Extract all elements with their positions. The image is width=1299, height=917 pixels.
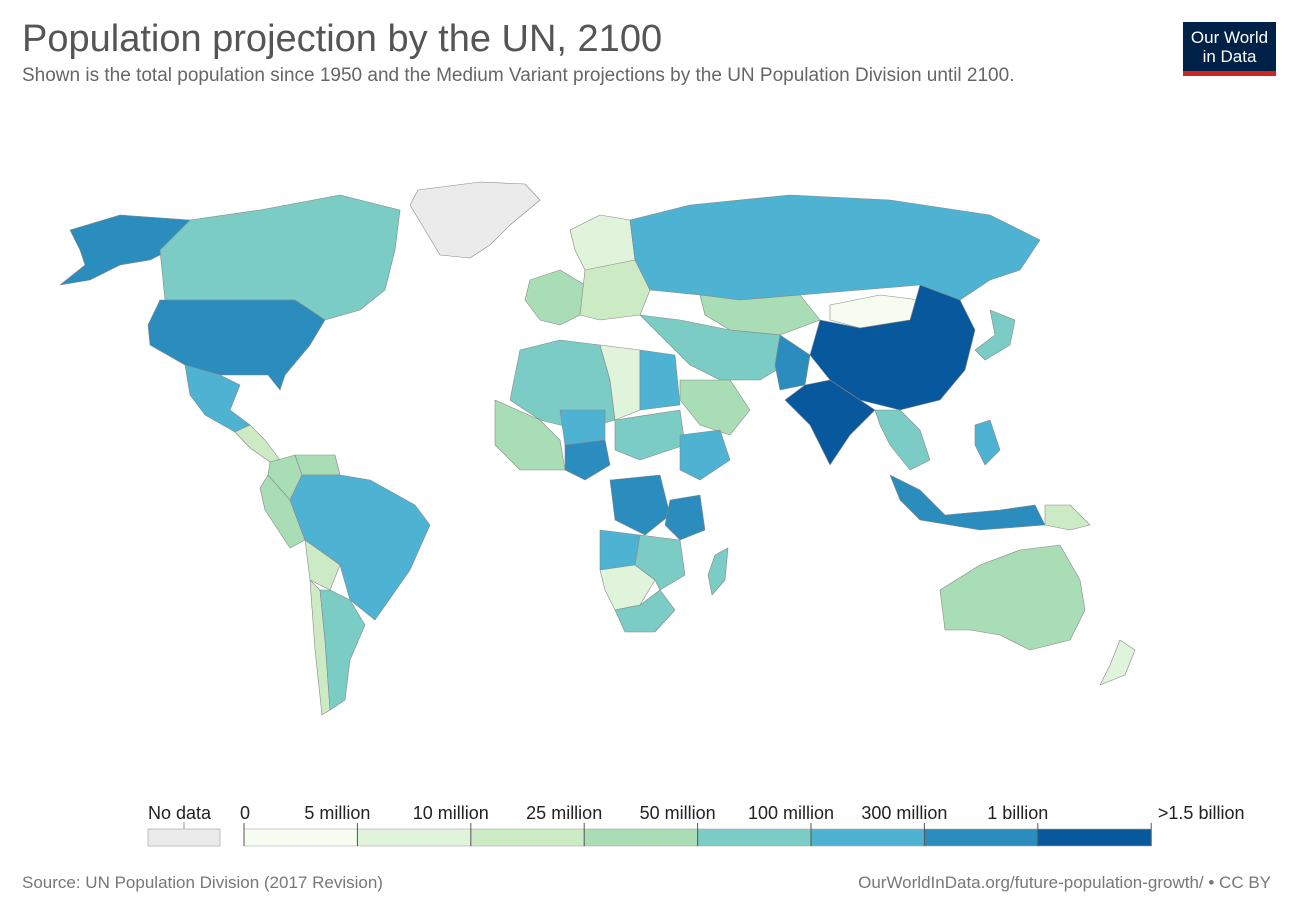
region-indonesia[interactable] bbox=[889, 474, 1046, 531]
logo-line-2: in Data bbox=[1202, 47, 1257, 66]
region-india[interactable] bbox=[784, 379, 876, 466]
region-angola[interactable] bbox=[599, 529, 641, 571]
world-map bbox=[59, 181, 1136, 716]
legend-tick-label: 100 million bbox=[748, 803, 834, 823]
legend-bins bbox=[243, 828, 1152, 847]
region-argentina[interactable] bbox=[319, 589, 366, 711]
source-note: Source: UN Population Division (2017 Rev… bbox=[22, 873, 383, 892]
legend-no-data-label: No data bbox=[148, 803, 212, 823]
logo-line-1: Our World bbox=[1190, 28, 1269, 47]
legend-no-data-swatch bbox=[147, 828, 221, 847]
region-venezuela[interactable] bbox=[294, 454, 341, 476]
chart-subtitle: Shown is the total population since 1950… bbox=[22, 65, 1015, 86]
legend-tick-label: 5 million bbox=[304, 803, 370, 823]
legend-tick-label: 10 million bbox=[413, 803, 489, 823]
region-central-america[interactable] bbox=[234, 424, 281, 463]
region-ethiopia[interactable] bbox=[679, 429, 731, 481]
region-southeast-asia[interactable] bbox=[874, 409, 931, 471]
region-dr-congo[interactable] bbox=[609, 474, 671, 536]
legend-bin[interactable] bbox=[810, 828, 925, 847]
region-greenland[interactable] bbox=[409, 181, 541, 259]
legend-tick-label: 300 million bbox=[861, 803, 947, 823]
region-united-states[interactable] bbox=[147, 299, 326, 391]
region-sudan[interactable] bbox=[614, 409, 686, 461]
legend-bin[interactable] bbox=[697, 828, 812, 847]
legend-tick-label: >1.5 billion bbox=[1158, 803, 1245, 823]
legend-bin[interactable] bbox=[1037, 828, 1152, 847]
region-tanzania[interactable] bbox=[664, 494, 706, 541]
region-brazil[interactable] bbox=[289, 474, 431, 621]
region-middle-east[interactable] bbox=[639, 314, 786, 381]
region-australia[interactable] bbox=[939, 544, 1086, 651]
region-southern-africa[interactable] bbox=[614, 534, 686, 633]
region-alaska[interactable] bbox=[59, 214, 191, 286]
region-western-europe[interactable] bbox=[524, 269, 586, 326]
region-madagascar[interactable] bbox=[707, 547, 729, 596]
region-pakistan[interactable] bbox=[774, 334, 811, 391]
legend-tick-label: 25 million bbox=[526, 803, 602, 823]
region-kazakhstan[interactable] bbox=[699, 294, 821, 336]
region-nigeria[interactable] bbox=[564, 439, 611, 481]
source-url-link[interactable]: OurWorldInData.org/future-population-gro… bbox=[858, 873, 1271, 892]
region-philippines[interactable] bbox=[974, 419, 1001, 466]
region-russia[interactable] bbox=[629, 194, 1041, 301]
legend-tick-label: 50 million bbox=[640, 803, 716, 823]
region-new-zealand[interactable] bbox=[1099, 639, 1136, 686]
legend-bin[interactable] bbox=[357, 828, 472, 847]
region-libya[interactable] bbox=[599, 344, 641, 421]
legend-bin[interactable] bbox=[583, 828, 698, 847]
legend-ticks: 0 5 million 10 million 25 million 50 million… bbox=[240, 803, 1244, 846]
chart-title: Population projection by the UN, 2100 bbox=[22, 18, 663, 60]
region-saudi-arabia[interactable] bbox=[679, 379, 751, 436]
legend-bin[interactable] bbox=[924, 828, 1039, 847]
legend-bin[interactable] bbox=[470, 828, 585, 847]
region-japan[interactable] bbox=[974, 309, 1016, 361]
legend-bin[interactable] bbox=[243, 828, 358, 847]
region-papua-new-guinea[interactable] bbox=[1044, 504, 1091, 531]
legend-tick-label: 1 billion bbox=[987, 803, 1048, 823]
region-egypt[interactable] bbox=[639, 349, 681, 411]
legend-tick-label: 0 bbox=[240, 803, 250, 823]
owid-logo[interactable]: Our World in Data bbox=[1183, 22, 1276, 76]
region-niger[interactable] bbox=[559, 409, 606, 446]
